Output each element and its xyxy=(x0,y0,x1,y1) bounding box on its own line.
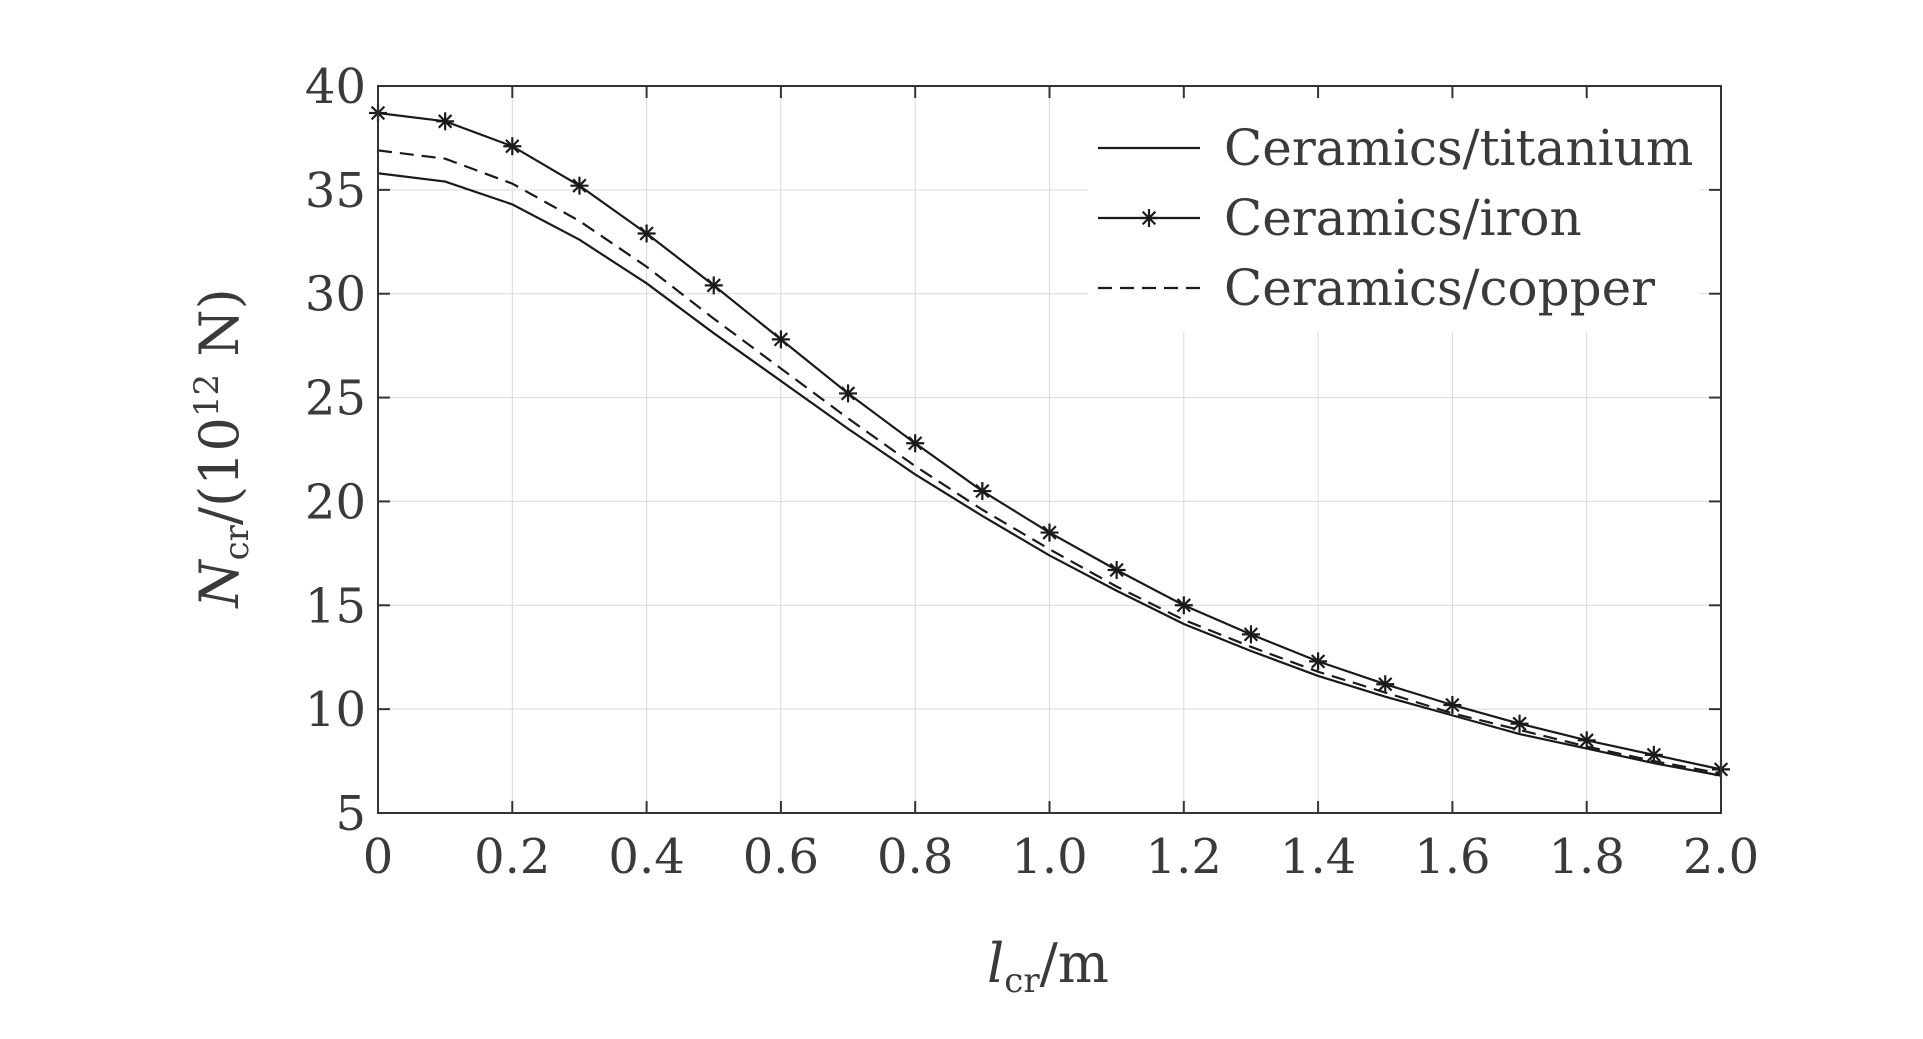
asterisk-marker xyxy=(1376,675,1395,694)
asterisk-stroke xyxy=(975,483,990,499)
asterisk-stroke xyxy=(1243,627,1259,642)
asterisk-marker xyxy=(637,224,656,243)
x-tick-label: 1.6 xyxy=(1414,829,1490,885)
x-tick-label: 1.8 xyxy=(1549,829,1625,885)
asterisk-stroke xyxy=(438,114,453,129)
legend-label: Ceramics/iron xyxy=(1224,189,1582,247)
asterisk-stroke xyxy=(1378,677,1393,692)
asterisk-marker xyxy=(1443,695,1462,714)
asterisk-marker xyxy=(771,330,790,349)
asterisk-marker xyxy=(1040,523,1059,542)
asterisk-stroke xyxy=(1512,716,1527,731)
y-tick-label: 40 xyxy=(305,59,366,115)
asterisk-stroke xyxy=(1445,697,1460,713)
asterisk-marker xyxy=(503,137,522,156)
x-tick-label: 0.8 xyxy=(877,829,953,885)
asterisk-marker xyxy=(1107,560,1126,579)
asterisk-stroke xyxy=(572,178,587,193)
asterisk-marker xyxy=(436,112,455,131)
legend-background xyxy=(1088,100,1700,332)
asterisk-stroke xyxy=(1109,562,1124,578)
asterisk-stroke xyxy=(1176,598,1191,613)
x-tick-labels: 0 0.2 0.4 0.6 0.8 1.0 1.2 1.4 1.6 1.8 2.0 xyxy=(363,829,1759,885)
y-axis-label: Ncr/(1012 N) xyxy=(187,288,257,609)
asterisk-stroke xyxy=(908,436,923,451)
asterisk-marker xyxy=(704,276,723,295)
x-tick-label: 0.4 xyxy=(608,829,684,885)
asterisk-stroke xyxy=(1646,747,1661,762)
asterisk-stroke xyxy=(1310,654,1326,669)
y-axis-label-sub: cr xyxy=(217,524,257,560)
x-axis-label-rest: /m xyxy=(1040,932,1109,995)
asterisk-marker xyxy=(1140,209,1158,227)
x-tick-label: 1.0 xyxy=(1011,829,1087,885)
x-tick-label: 0.6 xyxy=(743,829,819,885)
y-tick-labels: 5 10 15 20 25 30 35 40 xyxy=(305,59,366,842)
y-tick-label: 30 xyxy=(305,267,366,323)
asterisk-marker xyxy=(973,482,992,501)
y-axis-label-rest: N) xyxy=(188,288,251,373)
asterisk-stroke xyxy=(1579,733,1594,748)
x-axis-label-main: l xyxy=(987,932,1004,995)
legend: Ceramics/titanium Ceramics/iron Ceramics/c… xyxy=(1088,100,1700,332)
asterisk-marker xyxy=(1644,745,1663,764)
y-axis-label-mid: /(10 xyxy=(188,417,251,525)
x-tick-label: 1.2 xyxy=(1146,829,1222,885)
y-axis-label-sup: 12 xyxy=(187,374,227,417)
x-tick-label: 2.0 xyxy=(1683,829,1759,885)
y-tick-label: 35 xyxy=(305,163,366,219)
x-axis-label: lcr/m xyxy=(987,932,1109,1001)
asterisk-marker xyxy=(1241,625,1260,644)
asterisk-stroke xyxy=(840,386,856,401)
legend-label: Ceramics/titanium xyxy=(1224,119,1693,177)
asterisk-marker xyxy=(839,384,858,403)
axis-ticks xyxy=(377,85,1722,814)
asterisk-marker xyxy=(1510,714,1529,733)
x-tick-label: 0 xyxy=(363,829,394,885)
asterisk-stroke xyxy=(706,278,721,293)
legend-label: Ceramics/copper xyxy=(1224,259,1655,317)
x-tick-label: 0.2 xyxy=(474,829,550,885)
y-tick-label: 25 xyxy=(305,371,366,427)
y-tick-label: 5 xyxy=(335,786,366,842)
x-tick-label: 1.4 xyxy=(1280,829,1356,885)
asterisk-stroke xyxy=(1141,210,1157,226)
asterisk-marker xyxy=(906,434,925,453)
y-tick-label: 10 xyxy=(305,682,366,738)
asterisk-stroke xyxy=(773,332,789,347)
asterisk-stroke xyxy=(505,139,520,154)
asterisk-stroke xyxy=(639,226,654,241)
x-axis-label-sub: cr xyxy=(1004,961,1040,1001)
y-tick-label: 20 xyxy=(305,474,366,530)
series-line xyxy=(377,149,1722,775)
asterisk-marker xyxy=(570,176,589,195)
asterisk-stroke xyxy=(1042,525,1057,540)
y-axis-label-main: N xyxy=(188,559,251,610)
series-line xyxy=(377,172,1722,777)
asterisk-marker xyxy=(1309,652,1328,671)
y-tick-label: 15 xyxy=(305,578,366,634)
asterisk-marker xyxy=(1174,596,1193,615)
